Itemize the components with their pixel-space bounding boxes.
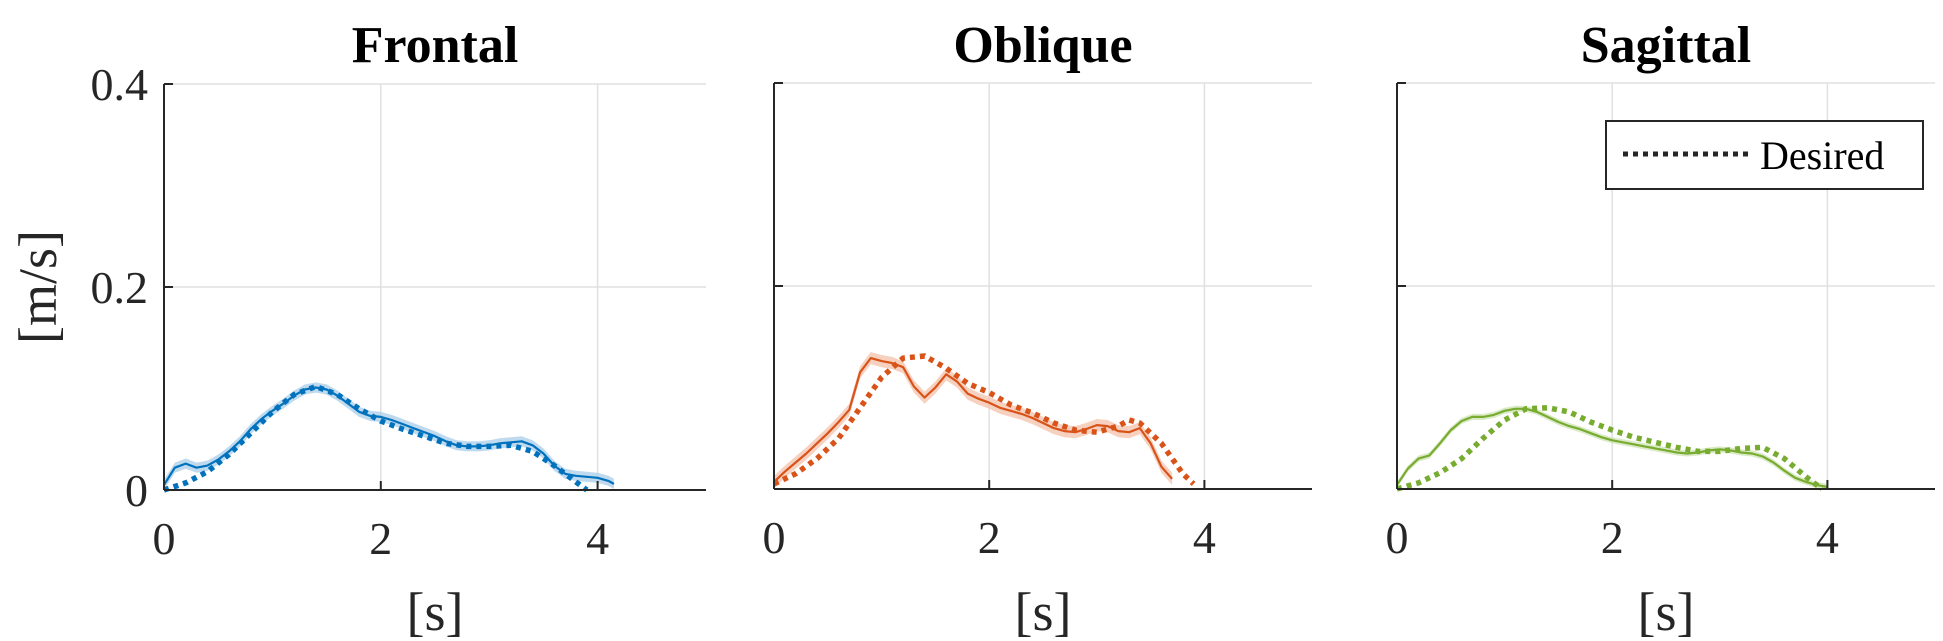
measured-line [163, 386, 615, 486]
x-tick-label: 0 [763, 512, 786, 563]
desired-line [163, 383, 589, 493]
y-tick-label: 0 [125, 465, 148, 516]
y-axis-label: [m/s] [8, 230, 68, 344]
x-tick-label: 4 [1816, 512, 1839, 563]
x-axis-label: [s] [1015, 582, 1072, 641]
subplot-frontal: 0 2 4 0 0.2 0.4 Frontal [s] [m/s] [8, 17, 706, 641]
x-tick-label: 4 [586, 513, 609, 564]
x-tick-label: 2 [978, 512, 1001, 563]
subplot-title: Sagittal [1581, 17, 1751, 74]
desired-line [1396, 405, 1824, 492]
measured-line [773, 357, 1173, 483]
x-axis-label: [s] [1638, 582, 1695, 641]
measured-line [1396, 407, 1828, 489]
x-tick-label: 0 [153, 513, 176, 564]
legend: Desired [1605, 120, 1924, 190]
subplot-title: Frontal [352, 17, 519, 74]
desired-line [772, 353, 1196, 487]
subplot-title: Oblique [953, 17, 1132, 74]
legend-entry: Desired [1760, 133, 1884, 178]
confidence-band [164, 382, 614, 490]
confidence-band [774, 352, 1173, 488]
y-tick-label: 0.2 [91, 262, 149, 313]
x-tick-label: 0 [1386, 512, 1409, 563]
subplot-sagittal: 0 2 4 Sagittal [s] Desired [1386, 17, 1935, 641]
x-tick-label: 4 [1193, 512, 1216, 563]
y-tick-label: 0.4 [91, 59, 149, 110]
legend-box [1605, 120, 1924, 190]
x-tick-label: 2 [369, 513, 392, 564]
x-tick-label: 2 [1601, 512, 1624, 563]
subplot-panels: 0 2 4 0 0.2 0.4 Frontal [s] [m/s] 0 2 4 Oblique [s] 0 2… [8, 17, 1935, 641]
subplot-oblique: 0 2 4 Oblique [s] [763, 17, 1312, 641]
x-axis-label: [s] [407, 582, 464, 641]
